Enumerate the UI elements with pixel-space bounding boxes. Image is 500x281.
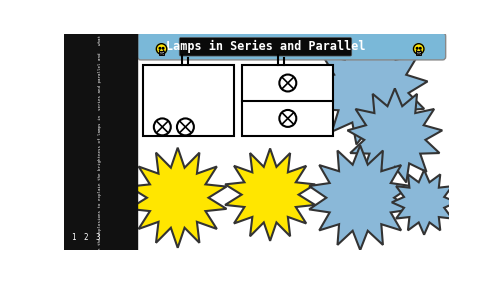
- Circle shape: [154, 118, 171, 135]
- Circle shape: [280, 74, 296, 92]
- Text: 2: 2: [83, 233, 87, 242]
- Bar: [143, 65, 234, 136]
- Circle shape: [280, 110, 296, 127]
- Circle shape: [162, 47, 164, 49]
- Circle shape: [416, 47, 418, 49]
- Bar: [242, 65, 333, 136]
- Bar: [159, 51, 164, 55]
- Bar: [416, 51, 422, 55]
- Text: Cut Around the shapes.  Stick the main diagrams into your book.  Write in the ex: Cut Around the shapes. Stick the main di…: [98, 0, 102, 281]
- Circle shape: [420, 47, 421, 49]
- Bar: [64, 34, 137, 250]
- Polygon shape: [225, 148, 315, 241]
- Circle shape: [177, 118, 194, 135]
- FancyBboxPatch shape: [179, 38, 352, 56]
- Circle shape: [414, 44, 424, 54]
- Circle shape: [159, 47, 161, 49]
- FancyBboxPatch shape: [138, 33, 446, 60]
- Polygon shape: [309, 145, 411, 250]
- Bar: [416, 51, 422, 55]
- Circle shape: [156, 44, 167, 54]
- Polygon shape: [129, 148, 226, 248]
- Polygon shape: [348, 89, 442, 182]
- Polygon shape: [392, 170, 456, 235]
- Bar: [159, 51, 164, 55]
- Polygon shape: [313, 31, 428, 144]
- Text: 1: 1: [70, 233, 76, 242]
- Text: Lamps in Series and Parallel: Lamps in Series and Parallel: [166, 40, 365, 53]
- Text: 3: 3: [96, 233, 100, 242]
